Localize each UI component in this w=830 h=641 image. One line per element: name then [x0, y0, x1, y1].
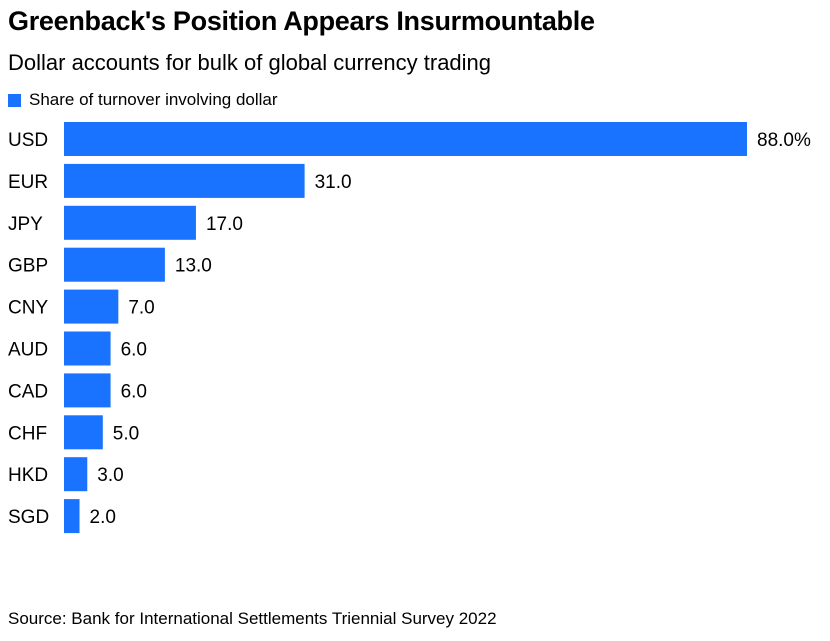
bar-cny — [64, 289, 119, 324]
source-note: Source: Bank for International Settlemen… — [8, 609, 497, 628]
bar-hkd — [64, 457, 88, 492]
bar-chart: USD 88.0% EUR 31.0 JPY 17.0 GBP 13.0 CNY 7.0 AUD 6.… — [8, 122, 811, 534]
category-label-aud: AUD — [8, 340, 48, 361]
category-label-eur: EUR — [8, 172, 48, 193]
category-label-cad: CAD — [8, 381, 48, 402]
bar-jpy — [64, 205, 196, 240]
bar-usd — [64, 122, 747, 156]
category-label-sgd: SGD — [8, 507, 49, 528]
legend-label: Share of turnover involving dollar — [29, 90, 278, 109]
category-label-gbp: GBP — [8, 256, 48, 277]
value-label-sgd: 2.0 — [90, 507, 116, 528]
category-label-cny: CNY — [8, 298, 48, 319]
chart-subtitle: Dollar accounts for bulk of global curre… — [8, 50, 492, 75]
bar-eur — [64, 163, 305, 198]
bar-cad — [64, 373, 111, 408]
value-label-hkd: 3.0 — [97, 465, 123, 486]
value-label-chf: 5.0 — [113, 423, 139, 444]
value-label-aud: 6.0 — [121, 340, 147, 361]
value-label-cad: 6.0 — [121, 381, 147, 402]
category-label-jpy: JPY — [8, 214, 43, 235]
value-label-jpy: 17.0 — [206, 214, 243, 235]
category-label-usd: USD — [8, 130, 48, 151]
value-label-gbp: 13.0 — [175, 256, 212, 277]
bar-gbp — [64, 247, 165, 282]
category-label-chf: CHF — [8, 423, 47, 444]
value-label-usd: 88.0% — [757, 130, 811, 151]
value-label-eur: 31.0 — [315, 172, 352, 193]
value-label-cny: 7.0 — [128, 298, 154, 319]
legend-swatch — [8, 93, 21, 107]
bar-chf — [64, 415, 103, 450]
legend: Share of turnover involving dollar — [8, 90, 278, 110]
bar-sgd — [64, 499, 80, 534]
category-label-hkd: HKD — [8, 465, 48, 486]
bar-aud — [64, 331, 111, 366]
chart-title: Greenback's Position Appears Insurmounta… — [8, 6, 595, 36]
